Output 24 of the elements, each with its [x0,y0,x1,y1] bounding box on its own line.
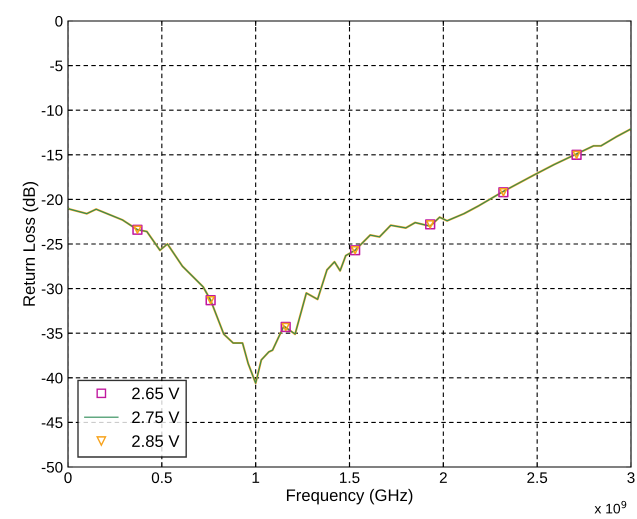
y-tick-label: -5 [50,60,62,72]
legend-label: 2.75 V [132,411,180,424]
y-tick-label: -10 [42,105,63,116]
y-tick-label: -45 [42,417,62,428]
x-tick-label: 2.5 [527,472,548,484]
y-tick-label: 0 [55,16,63,27]
x-axis-title: Frequency (GHz) [286,488,412,504]
legend-label: 2.85 V [132,435,180,448]
y-tick-label: -30 [42,283,63,294]
y-tick-label: -20 [42,194,63,206]
x-tick-label: 0.5 [152,472,172,484]
legend-label: 2.65 V [132,387,180,400]
x-tick-label: 1.5 [340,472,360,484]
y-axis-title: Return Loss (dB) [22,182,38,306]
x-tick-label: 1 [252,472,260,483]
x-tick-label: 2 [440,472,447,483]
y-tick-label: -50 [42,462,63,473]
x-tick-label: 3 [627,472,635,484]
text: x 10$^{9}$ [594,500,626,514]
y-tick-label: -40 [42,372,63,384]
y-tick-label: -15 [42,150,62,160]
x-tick-label: 0 [64,472,72,484]
y-tick-label: -25 [42,238,62,250]
y-tick-label: -35 [42,328,62,339]
